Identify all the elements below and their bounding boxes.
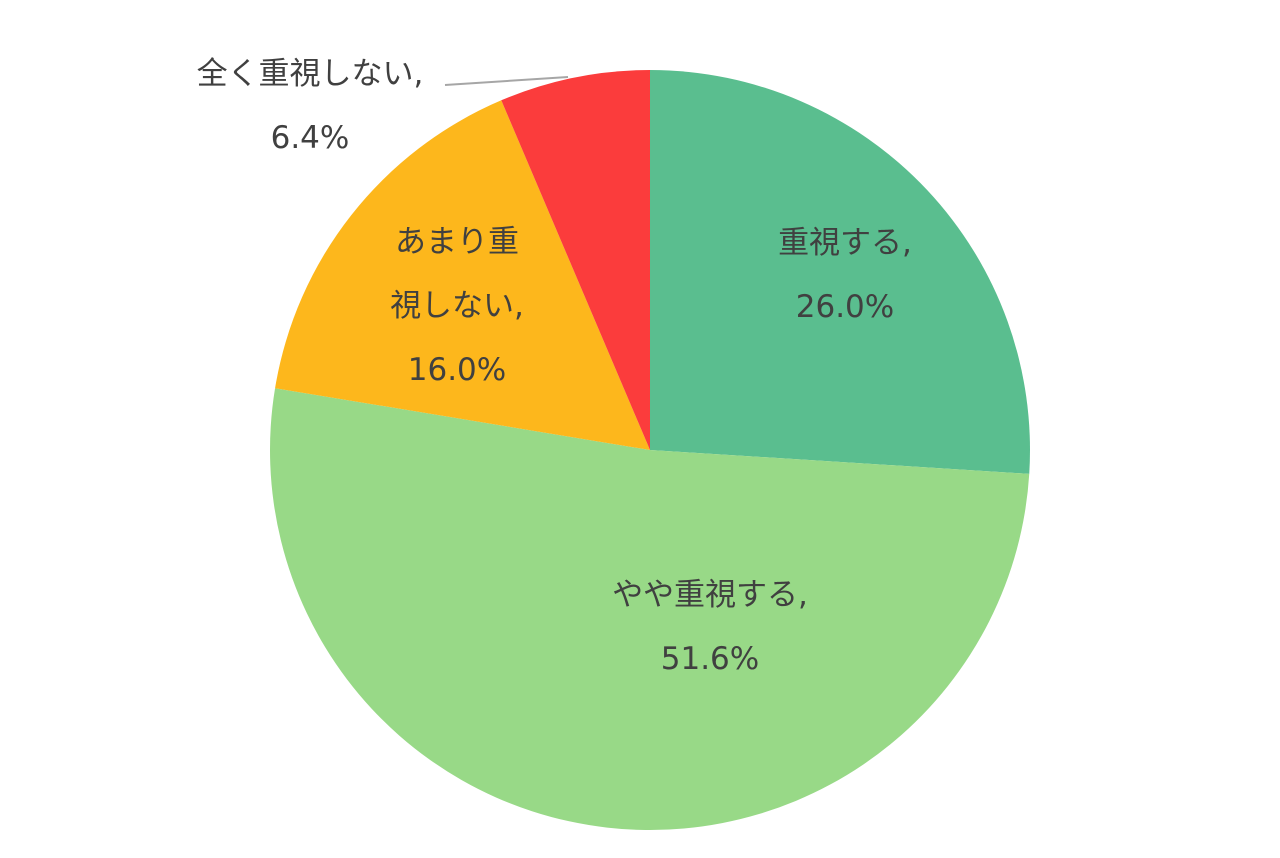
data-label-1: 重視する, 26.0% [778,225,912,325]
data-label-4-line-2: 6.4% [271,120,350,156]
data-label-3-line-2: 視しない, [390,288,524,324]
leader-lines-layer [444,76,569,86]
slices-layer [269,70,1030,831]
data-labels-layer: 重視する, 26.0% やや重視する, 51.6% あまり重視しない, 16.0% 全く重視… [197,56,912,677]
pie-slice-4 [501,70,650,450]
data-label-2-line-1: やや重視する, [612,577,808,613]
pie-slice-2 [269,388,1030,831]
data-label-3-line-3: 16.0% [408,352,506,388]
data-label-2-line-2: 51.6% [661,641,759,677]
data-label-3-line-1: あまり重 [395,224,519,260]
leader-line [444,76,569,86]
pie-slice-1 [650,70,1030,474]
data-label-1-line-1: 重視する, [778,225,912,261]
data-label-4: 全く重視しない, 6.4% [197,56,424,156]
data-label-2: やや重視する, 51.6% [612,577,808,677]
data-label-1-line-2: 26.0% [796,289,894,325]
pie-slice-3 [275,100,650,450]
data-label-4-line-1: 全く重視しない, [197,56,424,92]
data-label-3: あまり重視しない, 16.0% [390,224,524,388]
